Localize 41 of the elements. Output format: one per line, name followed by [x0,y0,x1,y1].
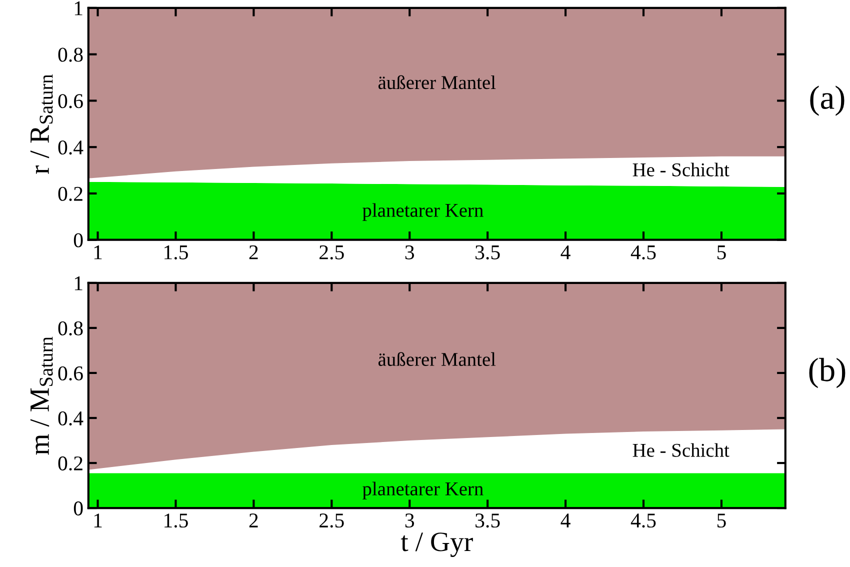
y-axis-title: r / R$_{Saturn}$ [30,74,53,174]
x-tick-label: 1 [94,514,102,528]
x-tick-label: 3 [405,514,414,528]
text: (b) [809,358,846,388]
x-tick-label: 1 [94,245,102,260]
x-tick-label: 4.5 [630,514,656,528]
x-tick-label: 4 [560,245,570,260]
series-label: planetarer Kern [362,203,484,221]
x-tick-label: 2 [249,514,258,528]
x-tick-label: 5 [717,514,726,528]
y-tick-label: 1 [74,276,82,290]
x-tick-label: 1.5 [164,245,188,260]
series-label: äußerer Mantel [378,352,496,366]
x-tick-label: 4 [560,514,570,528]
x-tick-label: 3.5 [476,245,500,260]
y-tick-label: 0.2 [58,456,82,471]
series-label: planetarer Kern [362,482,484,500]
y-axis-title: m / M$_{Saturn}$ [30,336,53,455]
y-tick-label: 0.8 [58,48,83,62]
series-label: äußerer Mantel [378,75,496,90]
y-tick-label: 1 [74,1,82,16]
x-tick-label: 2.5 [320,514,344,528]
x-tick-label: 2.5 [320,245,344,260]
y-tick-label: 0.6 [58,94,83,108]
y-tick-label: 0.6 [58,366,83,380]
x-tick-label: 3.5 [476,514,500,528]
text: (a) [810,86,844,116]
x-tick-label: 1.5 [164,514,188,528]
x-tick-label: 3 [405,245,414,260]
y-tick-label: 0 [74,501,83,516]
y-tick-label: 0.4 [58,411,84,426]
x-tick-label: 4.5 [630,245,656,260]
x-axis-title: t / Gyr [400,532,473,557]
y-tick-label: 0.4 [58,140,84,155]
y-tick-label: 0.2 [58,186,82,201]
y-tick-label: 0 [74,233,83,248]
x-tick-label: 5 [717,246,726,260]
series-label: He - Schicht [632,162,730,176]
y-tick-label: 0.8 [58,321,83,336]
x-tick-label: 2 [249,245,258,260]
series-label: He - Schicht [632,443,730,457]
